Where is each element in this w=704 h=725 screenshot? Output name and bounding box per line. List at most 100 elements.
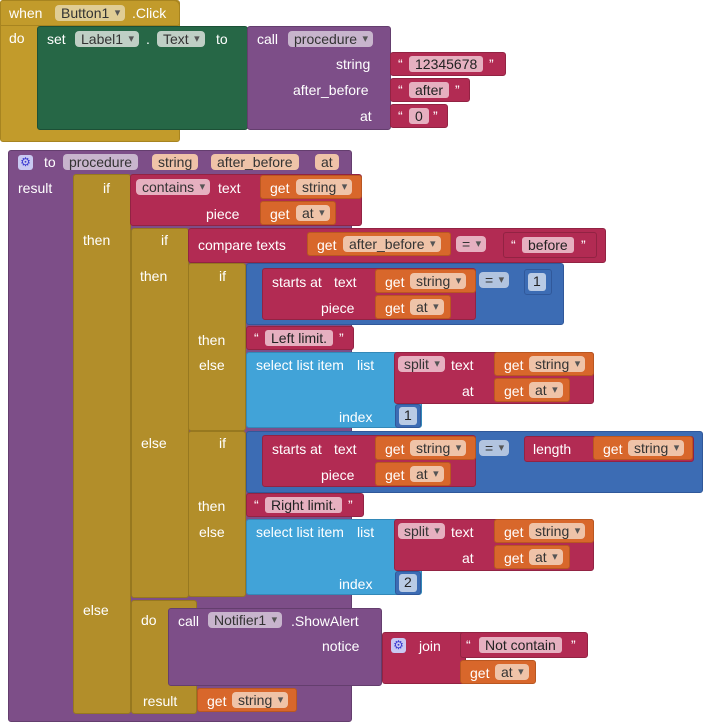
- compare-texts-label: compare texts: [198, 237, 286, 253]
- variable-dropdown[interactable]: after_before: [343, 236, 441, 252]
- get-label: get: [504, 383, 524, 399]
- variable-dropdown[interactable]: string: [529, 523, 586, 539]
- variable-dropdown[interactable]: string: [628, 440, 685, 456]
- arg-after-before-label: after_before: [293, 82, 369, 98]
- quote-open: “: [398, 56, 403, 72]
- list-label: list: [357, 357, 375, 373]
- if-starts-at-length-block[interactable]: [188, 431, 246, 597]
- get-label: get: [207, 693, 227, 709]
- variable-dropdown[interactable]: string: [232, 692, 289, 708]
- if-starts-at-block[interactable]: [188, 263, 246, 431]
- to-label: to: [44, 154, 56, 170]
- variable-dropdown[interactable]: at: [495, 664, 529, 680]
- get-label: get: [270, 206, 290, 222]
- when-label: when: [9, 5, 43, 21]
- gear-icon[interactable]: ⚙: [18, 155, 33, 170]
- dot-label: .: [146, 31, 150, 47]
- gear-icon[interactable]: ⚙: [391, 638, 406, 653]
- starts-at-label: starts at: [272, 274, 322, 290]
- if-label: if: [103, 180, 110, 196]
- get-label: get: [270, 180, 290, 196]
- get-label: get: [385, 467, 405, 483]
- arg-at-label: at: [360, 108, 372, 124]
- text-value[interactable]: after: [409, 82, 450, 98]
- then-label: then: [83, 232, 111, 248]
- result-label: result: [143, 693, 178, 709]
- click-event-label: .Click: [132, 5, 167, 21]
- number-value[interactable]: 1: [528, 273, 546, 291]
- text-label: text: [451, 357, 474, 373]
- at-label: at: [462, 550, 474, 566]
- get-label: get: [385, 441, 405, 457]
- set-label1-text-block[interactable]: [37, 26, 248, 130]
- quote-open: “: [254, 497, 259, 513]
- split-dropdown[interactable]: split: [398, 523, 445, 539]
- then-label: then: [198, 498, 226, 514]
- text-label: text: [334, 441, 357, 457]
- text-label: text: [451, 524, 474, 540]
- at-label: at: [462, 383, 474, 399]
- text-value[interactable]: Right limit.: [265, 497, 343, 513]
- text-label: text: [334, 274, 357, 290]
- contains-dropdown[interactable]: contains: [136, 179, 211, 195]
- piece-label: piece: [321, 467, 355, 483]
- variable-dropdown[interactable]: at: [410, 466, 444, 482]
- text-value[interactable]: 12345678: [409, 56, 484, 72]
- variable-dropdown[interactable]: at: [296, 205, 330, 221]
- variable-dropdown[interactable]: at: [529, 549, 563, 565]
- text-value[interactable]: Left limit.: [265, 330, 334, 346]
- quote-close: ”: [348, 497, 353, 513]
- variable-dropdown[interactable]: string: [529, 356, 586, 372]
- variable-dropdown[interactable]: string: [296, 179, 353, 195]
- button1-dropdown[interactable]: Button1: [55, 5, 126, 21]
- variable-dropdown[interactable]: string: [410, 273, 467, 289]
- text-value[interactable]: 0: [409, 108, 429, 124]
- quote-close: ”: [455, 82, 460, 98]
- procedure-name-dropdown[interactable]: procedure: [288, 31, 374, 47]
- else-label: else: [199, 524, 225, 540]
- variable-dropdown[interactable]: at: [529, 382, 563, 398]
- text-value[interactable]: before: [522, 237, 574, 253]
- call-label: call: [257, 31, 279, 47]
- set-label: set: [47, 31, 66, 47]
- param-string[interactable]: string: [152, 154, 199, 170]
- variable-dropdown[interactable]: at: [410, 299, 444, 315]
- if-label: if: [219, 268, 226, 284]
- if-compare-block[interactable]: [131, 228, 189, 598]
- text-literal-before[interactable]: [503, 232, 597, 258]
- notifier1-dropdown[interactable]: Notifier1: [208, 612, 283, 628]
- quote-open: “: [466, 637, 471, 653]
- param-after-before[interactable]: after_before: [211, 154, 299, 170]
- text-property-dropdown[interactable]: Text: [157, 31, 205, 47]
- split-dropdown[interactable]: split: [398, 356, 445, 372]
- result-label: result: [18, 180, 53, 196]
- if-contains-block[interactable]: [73, 174, 131, 714]
- select-list-item-block[interactable]: [246, 352, 422, 428]
- compare-operator-dropdown[interactable]: =: [456, 236, 487, 252]
- length-label: length: [533, 441, 572, 457]
- else-label: else: [83, 602, 109, 618]
- text-value[interactable]: Not contain: [479, 637, 562, 653]
- procedure-name-field[interactable]: procedure: [63, 154, 139, 170]
- variable-dropdown[interactable]: string: [410, 440, 467, 456]
- label1-dropdown[interactable]: Label1: [75, 31, 140, 47]
- get-label: get: [504, 524, 524, 540]
- get-label: get: [385, 274, 405, 290]
- call-label: call: [178, 613, 200, 629]
- piece-label: piece: [321, 300, 355, 316]
- starts-at-label: starts at: [272, 441, 322, 457]
- do-label: do: [141, 612, 157, 628]
- param-at[interactable]: at: [315, 154, 339, 170]
- math-operator-dropdown[interactable]: =: [479, 272, 510, 288]
- math-operator-dropdown[interactable]: =: [479, 440, 510, 456]
- quote-close: ”: [571, 637, 576, 653]
- select-list-item-block[interactable]: [246, 519, 422, 595]
- get-label: get: [504, 357, 524, 373]
- if-label: if: [219, 435, 226, 451]
- index-value[interactable]: 2: [399, 574, 417, 592]
- index-value[interactable]: 1: [399, 407, 417, 425]
- quote-close: ”: [339, 330, 344, 346]
- index-label: index: [339, 576, 373, 592]
- then-label: then: [198, 332, 226, 348]
- get-label: get: [385, 300, 405, 316]
